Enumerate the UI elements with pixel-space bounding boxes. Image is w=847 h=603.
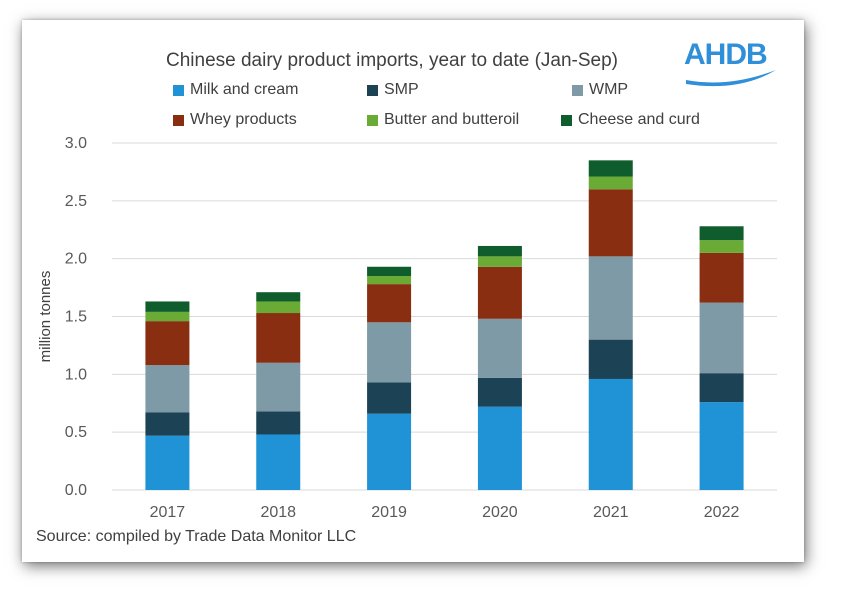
x-tick-label: 2018	[260, 504, 296, 520]
bar-segment	[588, 176, 633, 190]
bar-segment	[477, 256, 522, 267]
bar-segment	[588, 378, 633, 490]
y-tick-label: 0.0	[65, 482, 87, 499]
logo-text: AHDB	[684, 38, 768, 71]
bar-segment	[477, 266, 522, 319]
bar-segment	[588, 160, 633, 177]
x-tick-label: 2020	[482, 504, 518, 520]
bar-segment	[145, 321, 190, 366]
bar-segment	[588, 256, 633, 340]
bar-segment	[699, 226, 744, 241]
bar-segment	[367, 322, 412, 383]
legend-item-wmp: WMP	[572, 80, 628, 100]
legend-swatch	[367, 84, 378, 96]
chart-title: Chinese dairy product imports, year to d…	[166, 50, 618, 71]
legend-swatch	[173, 114, 184, 126]
bar-segment	[256, 301, 301, 314]
legend-label: WMP	[589, 81, 629, 98]
x-tick-label: 2022	[704, 504, 740, 520]
legend-item-milk-and-cream: Milk and cream	[173, 80, 298, 100]
bar-segment	[145, 301, 190, 312]
bar-segment	[699, 402, 744, 490]
legend-swatch	[572, 84, 583, 96]
legend-item-whey-products: Whey products	[173, 110, 297, 130]
stacked-bar-chart: 0.0 0.5 1.0 1.5 2.0 2.5 3.0 million tonnes 2017 2…	[37, 135, 777, 520]
legend-item-butter-and-butteroil: Butter and butteroil	[367, 110, 519, 130]
bar-segment	[256, 434, 301, 490]
x-tick-label: 2021	[593, 504, 629, 520]
legend-swatch	[367, 114, 378, 126]
bar-segment	[477, 245, 522, 257]
y-tick-label: 2.5	[65, 193, 87, 210]
bar-segment	[256, 313, 301, 363]
legend-swatch	[561, 114, 572, 126]
bar-segment	[367, 266, 412, 277]
y-axis-title: million tonnes	[37, 271, 54, 363]
y-tick-label: 0.5	[65, 424, 87, 441]
chart-card: Chinese dairy product imports, year to d…	[22, 20, 804, 562]
bar-segment	[477, 318, 522, 378]
y-tick-label: 1.5	[65, 309, 87, 326]
bar-segment	[699, 302, 744, 374]
bar-segment	[145, 435, 190, 490]
bar-segment	[367, 276, 412, 285]
bar-segment	[367, 382, 412, 414]
bar-segment	[699, 252, 744, 303]
y-tick-label: 2.0	[65, 251, 87, 268]
bar-segment	[367, 284, 412, 323]
bar-segment	[145, 412, 190, 436]
bar-segment	[477, 406, 522, 490]
bar-segment	[256, 292, 301, 302]
bar-segment	[145, 365, 190, 413]
bar-segment	[699, 373, 744, 403]
y-tick-label: 1.0	[65, 366, 87, 383]
y-tick-label: 3.0	[65, 135, 87, 152]
source-note: Source: compiled by Trade Data Monitor L…	[36, 528, 357, 545]
x-tick-label: 2017	[150, 504, 186, 520]
legend-item-smp: SMP	[367, 80, 419, 100]
legend-label: Milk and cream	[190, 81, 299, 98]
bar-segment	[477, 377, 522, 407]
legend-item-cheese-and-curd: Cheese and curd	[561, 110, 700, 130]
legend-label: Cheese and curd	[578, 111, 700, 128]
bar-segment	[588, 189, 633, 257]
legend-swatch	[173, 84, 184, 96]
bar-segment	[367, 413, 412, 490]
bar-segment	[145, 311, 190, 322]
bar-segment	[588, 339, 633, 379]
x-tick-label: 2019	[371, 504, 407, 520]
legend-label: SMP	[384, 81, 419, 98]
bar-segment	[699, 240, 744, 253]
logo-swoosh-icon	[686, 70, 776, 87]
ahdb-logo: AHDB	[684, 38, 784, 90]
legend-label: Whey products	[190, 111, 297, 128]
bar-segment	[256, 411, 301, 435]
bar-segment	[256, 362, 301, 412]
legend-label: Butter and butteroil	[384, 111, 520, 128]
